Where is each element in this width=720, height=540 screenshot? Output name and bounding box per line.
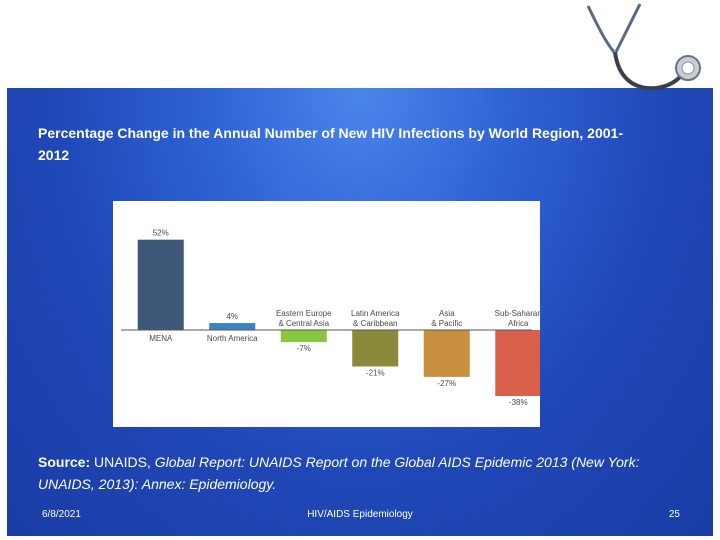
bar-1 [209,323,256,330]
bar-5 [495,330,540,396]
source-publisher: UNAIDS, [90,454,155,470]
source-lead: Source: [38,454,91,470]
category-label-3-0: Latin America [351,309,400,318]
category-label-4-0: Asia [439,309,455,318]
value-label-4: -27% [437,379,456,388]
value-label-0: 52% [153,229,169,238]
category-label-1: North America [207,334,258,343]
value-label-3: -21% [366,368,385,377]
category-label-3-1: & Caribbean [353,319,397,328]
category-label-5-1: Africa [508,319,529,328]
category-label-5-0: Sub-Saharan [495,309,540,318]
stethoscope-icon [586,3,701,91]
slide-title: Percentage Change in the Annual Number o… [38,125,623,163]
category-label-0: MENA [149,334,173,343]
value-label-5: -38% [509,398,528,407]
bar-2 [280,330,327,343]
category-label-2-1: & Central Asia [278,319,329,328]
footer-date: 6/8/2021 [42,509,81,520]
category-label-2-0: Eastern Europe [276,309,332,318]
bar-3 [352,330,399,367]
footer-title: HIV/AIDS Epidemiology [307,509,413,520]
value-label-1: 4% [226,312,238,321]
source-title: Global Report: UNAIDS Report on the Glob… [38,454,640,492]
bar-4 [423,330,470,377]
chart-area: 52% MENA 4% North America -7% Eastern Europe &… [113,201,540,427]
category-label-4-1: & Pacific [431,319,462,328]
bar-0 [137,239,184,330]
value-label-2: -7% [297,344,311,353]
source-citation: Source: UNAIDS, Global Report: UNAIDS Re… [38,451,698,495]
footer-page-number: 25 [668,509,680,520]
